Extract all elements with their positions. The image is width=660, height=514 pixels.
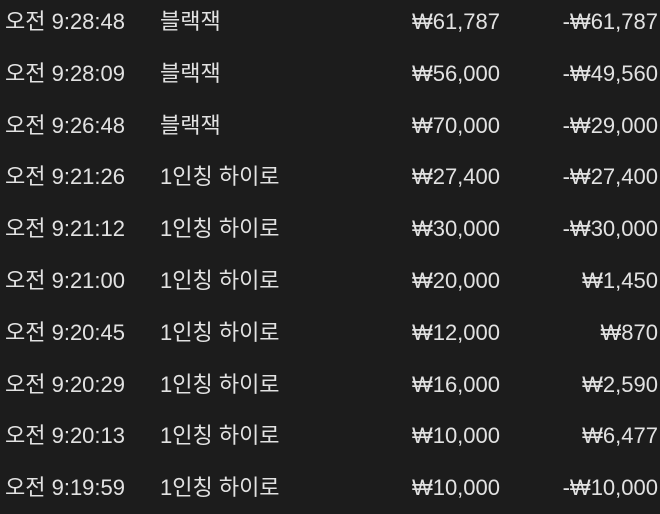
bet-amount: ₩10,000 <box>411 423 500 449</box>
bet-history-row[interactable]: 오전 9:26:48 블랙잭 ₩70,000 -₩29,000 <box>0 100 660 152</box>
game-name: 1인칭 하이로 <box>160 267 280 293</box>
bet-time: 오전 9:21:12 <box>5 216 125 242</box>
game-name: 1인칭 하이로 <box>160 164 280 190</box>
bet-amount: ₩20,000 <box>411 267 500 293</box>
bet-result: -₩10,000 <box>562 475 658 501</box>
bet-time: 오전 9:21:26 <box>5 164 125 190</box>
bet-history-row[interactable]: 오전 9:28:09 블랙잭 ₩56,000 -₩49,560 <box>0 48 660 100</box>
bet-history-row[interactable]: 오전 9:20:29 1인칭 하이로 ₩16,000 ₩2,590 <box>0 359 660 411</box>
bet-time: 오전 9:20:29 <box>5 371 125 397</box>
bet-amount: ₩30,000 <box>411 216 500 242</box>
bet-history-row[interactable]: 오전 9:21:12 1인칭 하이로 ₩30,000 -₩30,000 <box>0 203 660 255</box>
bet-history-row[interactable]: 오전 9:19:59 1인칭 하이로 ₩10,000 -₩10,000 <box>0 462 660 514</box>
bet-time: 오전 9:20:45 <box>5 319 125 345</box>
game-name: 1인칭 하이로 <box>160 475 280 501</box>
bet-time: 오전 9:21:00 <box>5 267 125 293</box>
bet-amount: ₩27,400 <box>411 164 500 190</box>
game-name: 1인칭 하이로 <box>160 319 280 345</box>
bet-amount: ₩16,000 <box>411 371 500 397</box>
game-name: 블랙잭 <box>160 112 221 138</box>
bet-result: -₩29,000 <box>562 112 658 138</box>
bet-time: 오전 9:28:48 <box>5 9 125 34</box>
bet-history-row[interactable]: 오전 9:21:00 1인칭 하이로 ₩20,000 ₩1,450 <box>0 255 660 307</box>
game-name: 1인칭 하이로 <box>160 371 280 397</box>
bet-time: 오전 9:28:09 <box>5 60 125 86</box>
bet-time: 오전 9:19:59 <box>5 475 125 501</box>
bet-amount: ₩61,787 <box>411 9 500 34</box>
bet-history-row[interactable]: 오전 9:21:26 1인칭 하이로 ₩27,400 -₩27,400 <box>0 151 660 203</box>
game-name: 블랙잭 <box>160 60 221 86</box>
bet-result: ₩870 <box>600 319 658 345</box>
bet-result: ₩2,590 <box>582 371 658 397</box>
bet-result: -₩61,787 <box>562 9 658 34</box>
bet-result: -₩27,400 <box>562 164 658 190</box>
bet-result: ₩6,477 <box>582 423 658 449</box>
game-name: 1인칭 하이로 <box>160 423 280 449</box>
bet-history-row[interactable]: 오전 9:28:48 블랙잭 ₩61,787 -₩61,787 <box>0 0 660 48</box>
bet-result: -₩49,560 <box>562 60 658 86</box>
bet-time: 오전 9:20:13 <box>5 423 125 449</box>
game-name: 1인칭 하이로 <box>160 216 280 242</box>
bet-history-row[interactable]: 오전 9:20:45 1인칭 하이로 ₩12,000 ₩870 <box>0 307 660 359</box>
bet-time: 오전 9:26:48 <box>5 112 125 138</box>
bet-history-row[interactable]: 오전 9:20:13 1인칭 하이로 ₩10,000 ₩6,477 <box>0 410 660 462</box>
bet-amount: ₩56,000 <box>411 60 500 86</box>
bet-amount: ₩70,000 <box>411 112 500 138</box>
bet-result: -₩30,000 <box>562 216 658 242</box>
game-name: 블랙잭 <box>160 9 221 34</box>
bet-amount: ₩10,000 <box>411 475 500 501</box>
bet-result: ₩1,450 <box>582 267 658 293</box>
bet-amount: ₩12,000 <box>411 319 500 345</box>
